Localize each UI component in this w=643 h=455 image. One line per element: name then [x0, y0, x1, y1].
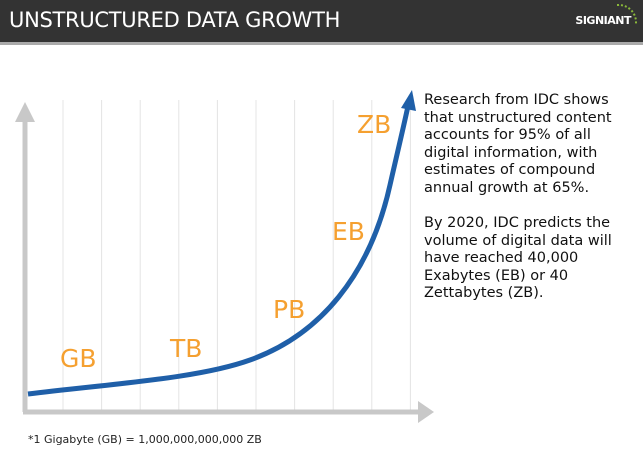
label-gb: GB	[60, 344, 97, 373]
paragraph-research: Research from IDC shows that unstructure…	[424, 92, 612, 196]
footnote: *1 Gigabyte (GB) = 1,000,000,000,000 ZB	[28, 433, 262, 446]
growth-curve	[27, 105, 411, 397]
slide-title: UNSTRUCTURED DATA GROWTH	[9, 8, 341, 32]
label-eb: EB	[332, 217, 365, 246]
curve-arrowhead	[401, 90, 416, 111]
x-axis-arrow	[418, 401, 434, 423]
label-pb: PB	[273, 295, 305, 324]
paragraph-prediction: By 2020, IDC predicts the volume of digi…	[424, 215, 612, 301]
header-bar: UNSTRUCTURED DATA GROWTH SIGNIANT	[0, 0, 643, 45]
label-tb: TB	[169, 334, 202, 363]
description: Research from IDC shows that unstructure…	[424, 92, 639, 321]
label-zb: ZB	[357, 110, 391, 139]
gridlines	[62, 100, 411, 410]
y-axis-arrow	[15, 102, 35, 122]
